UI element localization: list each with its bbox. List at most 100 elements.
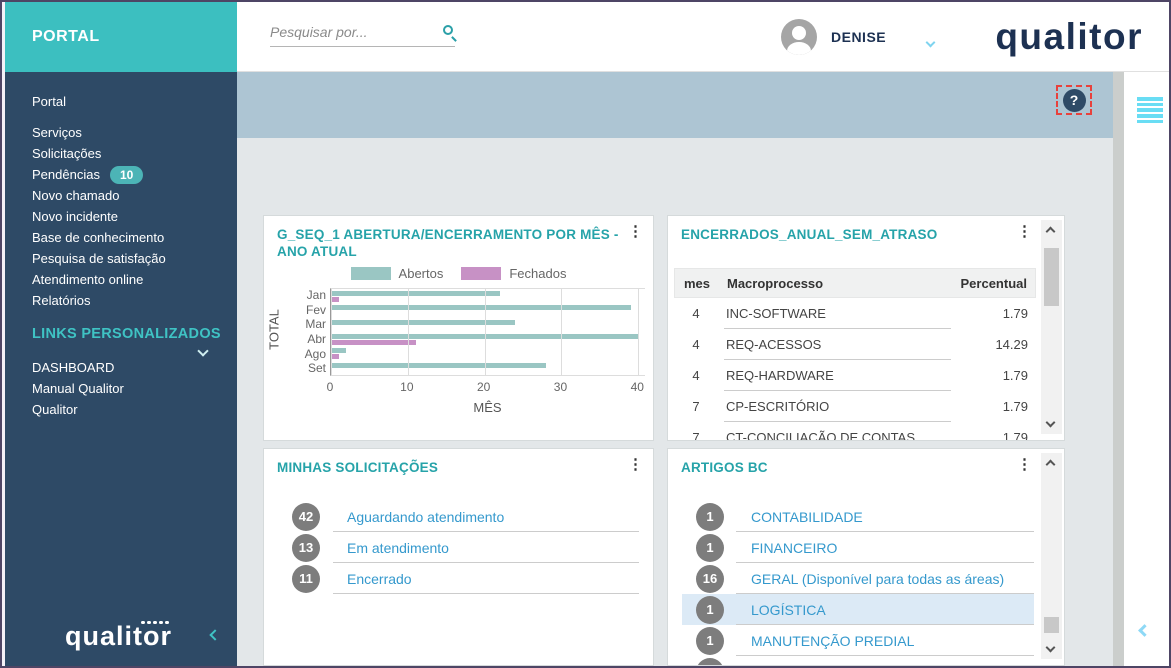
gridline bbox=[638, 289, 640, 375]
bar-fechados bbox=[331, 339, 416, 345]
sidebar-item-pesquisa-satisfacao[interactable]: Pesquisa de satisfação bbox=[32, 251, 166, 266]
bar-abertos bbox=[331, 348, 347, 354]
kebab-menu-icon[interactable]: ⋮ bbox=[1017, 223, 1032, 240]
gridline bbox=[407, 289, 409, 375]
sidebar-item-servicos[interactable]: Serviços bbox=[32, 125, 82, 140]
sidebar-item-dashboard[interactable]: DASHBOARD bbox=[32, 360, 115, 375]
left-edge-strip bbox=[2, 2, 5, 666]
gridline bbox=[484, 289, 486, 375]
links-personalizados-title: LINKS PERSONALIZADOS bbox=[32, 326, 221, 342]
sidebar-collapse-icon[interactable] bbox=[209, 626, 221, 644]
chart-bars bbox=[331, 289, 645, 375]
search-icon[interactable] bbox=[443, 25, 453, 35]
user-dropdown-chevron-icon[interactable] bbox=[925, 33, 936, 51]
user-menu[interactable]: DENISE bbox=[781, 2, 886, 72]
count-badge: 11 bbox=[292, 564, 320, 593]
legend-item-abertos: Abertos bbox=[350, 266, 443, 281]
top-header: DENISE qualitor bbox=[237, 2, 1169, 72]
count-badge: 42 bbox=[292, 502, 320, 531]
chart-x-axis-label: MÊS bbox=[473, 400, 502, 415]
status-link[interactable]: Em atendimento bbox=[347, 539, 449, 556]
scroll-down-icon[interactable] bbox=[1045, 417, 1056, 428]
category-label: Ago bbox=[304, 346, 326, 361]
main-vertical-scrollbar[interactable] bbox=[1113, 72, 1124, 666]
bar-abertos bbox=[331, 362, 547, 368]
search-input[interactable] bbox=[270, 20, 455, 47]
sidebar-item-novo-chamado[interactable]: Novo chamado bbox=[32, 188, 120, 203]
category-link[interactable]: LOGÍSTICA bbox=[751, 601, 826, 618]
solicitacoes-list: 42 Aguardando atendimento 13 Em atendime… bbox=[278, 501, 639, 594]
x-tick-label: 0 bbox=[326, 380, 334, 394]
scrollbar-thumb[interactable] bbox=[1044, 617, 1059, 633]
status-link[interactable]: Encerrado bbox=[347, 570, 412, 587]
scroll-up-icon[interactable] bbox=[1045, 459, 1056, 470]
table-row: 4 INC-SOFTWARE 1.79 bbox=[674, 298, 1036, 329]
encerrados-table: mes Macroprocesso Percentual 4 INC-SOFTW… bbox=[674, 268, 1036, 440]
sidebar-nav: Portal Serviços Solicitações Pendências … bbox=[5, 72, 237, 420]
pendencias-count-badge: 10 bbox=[109, 165, 144, 184]
gridline bbox=[331, 289, 332, 375]
table-row: 4 REQ-ACESSOS 14.29 bbox=[674, 329, 1036, 360]
bar-abertos bbox=[331, 291, 501, 296]
kebab-menu-icon[interactable]: ⋮ bbox=[628, 456, 643, 473]
hamburger-icon[interactable] bbox=[1137, 97, 1163, 125]
count-badge: 1 bbox=[696, 595, 724, 624]
sidebar-header: PORTAL bbox=[5, 2, 237, 72]
kebab-menu-icon[interactable]: ⋮ bbox=[1017, 456, 1032, 473]
category-link[interactable]: FINANCEIRO bbox=[751, 539, 838, 556]
legend-item-fechados: Fechados bbox=[461, 266, 566, 281]
scroll-up-icon[interactable] bbox=[1045, 226, 1056, 237]
sidebar-title: PORTAL bbox=[32, 28, 100, 45]
sidebar-item-portal[interactable]: Portal bbox=[32, 94, 66, 109]
gridline bbox=[561, 289, 563, 375]
x-tick-label: 40 bbox=[630, 380, 644, 394]
status-link[interactable]: Aguardando atendimento bbox=[347, 508, 505, 525]
chart-x-ticks: 0 10 20 30 40 bbox=[326, 380, 645, 394]
widget-title: ARTIGOS BC bbox=[681, 460, 768, 475]
username-label: DENISE bbox=[831, 29, 887, 45]
category-link[interactable]: GERAL (Disponível para todas as áreas) bbox=[751, 570, 1005, 587]
sidebar-item-base-conhecimento[interactable]: Base de conhecimento bbox=[32, 230, 165, 245]
artigos-list: 1 CONTABILIDADE 1 FINANCEIRO 16 GERAL (D… bbox=[682, 501, 1034, 666]
page-toolbar-band: ? bbox=[237, 72, 1113, 138]
list-item-selected: 1 LOGÍSTICA bbox=[682, 594, 1034, 625]
col-header-mes: mes bbox=[683, 275, 711, 291]
col-header-macroprocesso: Macroprocesso bbox=[727, 275, 824, 291]
category-link[interactable]: RECURSOS HUMANOS bbox=[751, 664, 906, 666]
count-badge: 1 bbox=[696, 626, 724, 655]
sidebar-item-atendimento-online[interactable]: Atendimento online bbox=[32, 272, 144, 287]
list-item: 1 MANUTENÇÃO PREDIAL bbox=[682, 625, 1034, 656]
scroll-down-icon[interactable] bbox=[1045, 642, 1056, 653]
sidebar-item-pendencias[interactable]: Pendências 10 bbox=[5, 164, 237, 185]
category-link[interactable]: MANUTENÇÃO PREDIAL bbox=[751, 632, 915, 649]
chart-category-labels: Jan Fev Mar Abr Ago Set bbox=[264, 288, 326, 376]
sidebar-item-qualitor[interactable]: Qualitor bbox=[32, 402, 78, 417]
bar-group bbox=[331, 318, 645, 332]
widget-title: G_SEQ_1 ABERTURA/ENCERRAMENTO POR MÊS - … bbox=[277, 227, 619, 259]
widget-artigos-bc: ARTIGOS BC ⋮ 1 CONTABILIDADE 1 FINANCEIR… bbox=[667, 448, 1065, 666]
help-icon[interactable]: ? bbox=[1062, 88, 1086, 112]
sidebar-item-manual-qualitor[interactable]: Manual Qualitor bbox=[32, 381, 124, 396]
list-item: 16 GERAL (Disponível para todas as áreas… bbox=[682, 563, 1034, 594]
sidebar-item-solicitacoes[interactable]: Solicitações bbox=[32, 146, 102, 161]
sidebar-item-novo-incidente[interactable]: Novo incidente bbox=[32, 209, 118, 224]
links-collapse-chevron-icon[interactable] bbox=[197, 345, 209, 357]
help-button-focus-ring[interactable]: ? bbox=[1056, 85, 1092, 115]
list-item: 13 Em atendimento bbox=[278, 532, 639, 563]
legend-swatch-abertos bbox=[350, 267, 391, 280]
sidebar: PORTAL Portal Serviços Solicitações Pend… bbox=[5, 2, 237, 666]
widget-title: ENCERRADOS_ANUAL_SEM_ATRASO bbox=[681, 227, 938, 242]
sidebar-item-relatorios[interactable]: Relatórios bbox=[32, 293, 91, 308]
widget-scrollbar[interactable] bbox=[1041, 453, 1062, 659]
count-badge: 1 bbox=[696, 502, 724, 531]
widget-scrollbar[interactable] bbox=[1041, 220, 1062, 434]
kebab-menu-icon[interactable]: ⋮ bbox=[628, 223, 643, 240]
table-header-row: mes Macroprocesso Percentual bbox=[674, 268, 1036, 298]
scrollbar-thumb[interactable] bbox=[1044, 248, 1059, 306]
category-label: Fev bbox=[305, 302, 326, 317]
right-panel-collapse-icon[interactable] bbox=[1138, 622, 1151, 640]
list-item: 1 RECURSOS HUMANOS bbox=[682, 656, 1034, 666]
chart-legend: Abertos Fechados bbox=[264, 266, 653, 281]
category-link[interactable]: CONTABILIDADE bbox=[751, 508, 863, 525]
table-row: 4 REQ-HARDWARE 1.79 bbox=[674, 360, 1036, 391]
